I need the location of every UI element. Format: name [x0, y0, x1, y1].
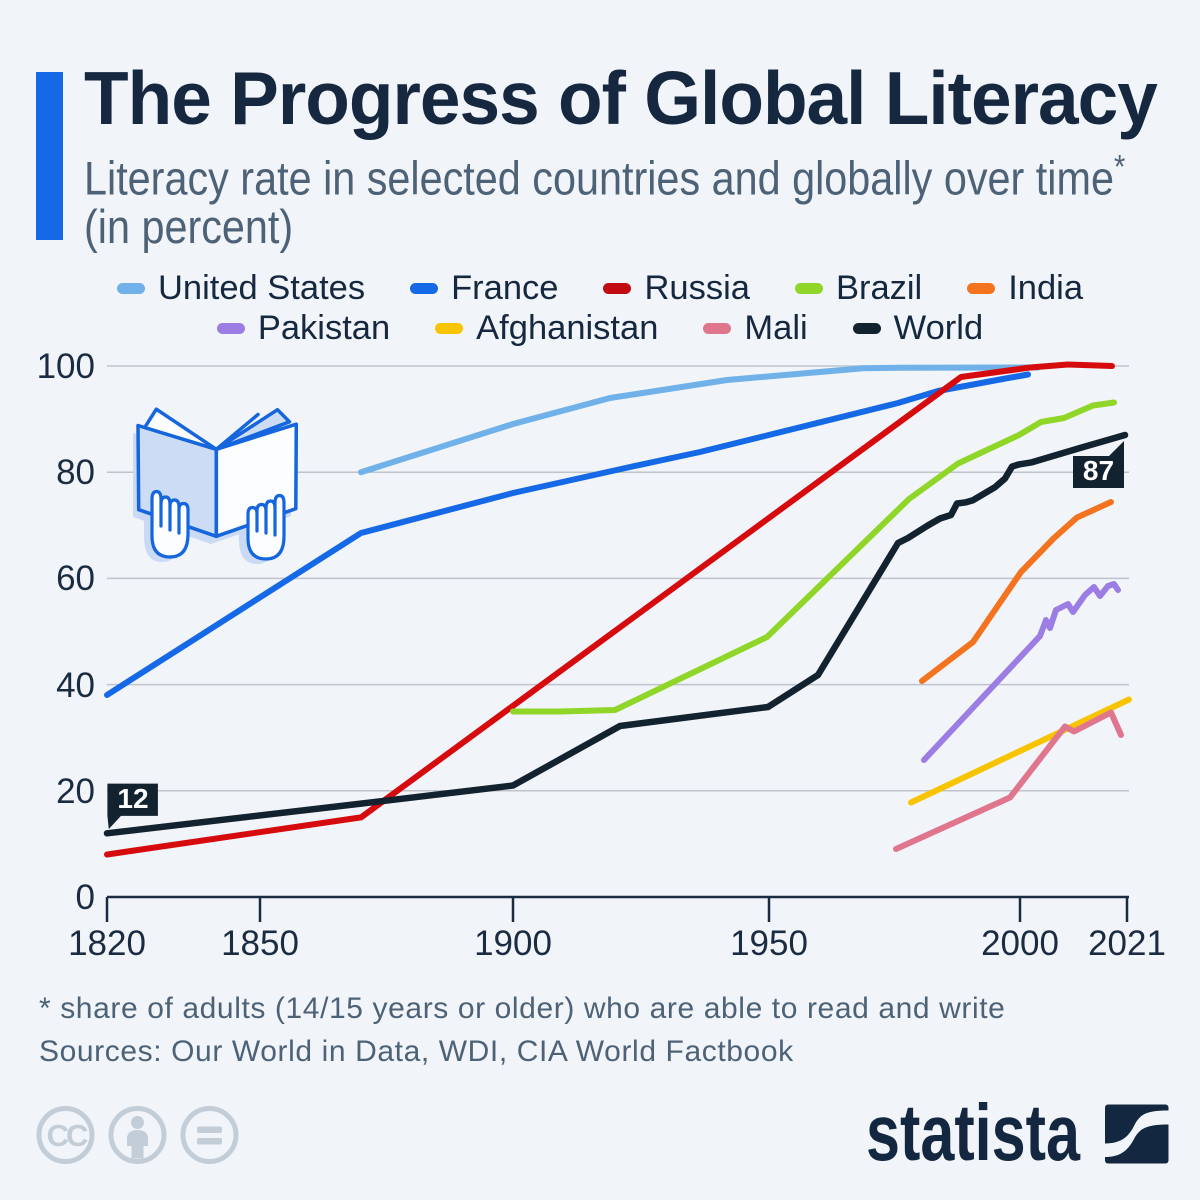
- svg-text:0: 0: [76, 878, 95, 917]
- svg-text:CC: CC: [47, 1118, 88, 1153]
- svg-text:1900: 1900: [474, 924, 552, 963]
- svg-text:statista: statista: [866, 1088, 1080, 1177]
- svg-text:100: 100: [37, 347, 95, 386]
- svg-text:87: 87: [1083, 455, 1114, 486]
- svg-text:12: 12: [117, 783, 148, 814]
- svg-text:1820: 1820: [68, 924, 146, 963]
- svg-text:2000: 2000: [981, 924, 1059, 963]
- svg-text:2021: 2021: [1088, 924, 1166, 963]
- svg-text:40: 40: [56, 666, 95, 705]
- svg-text:80: 80: [56, 453, 95, 492]
- svg-text:1950: 1950: [730, 924, 808, 963]
- svg-text:60: 60: [56, 559, 95, 598]
- svg-text:1850: 1850: [221, 924, 299, 963]
- svg-text:20: 20: [56, 772, 95, 811]
